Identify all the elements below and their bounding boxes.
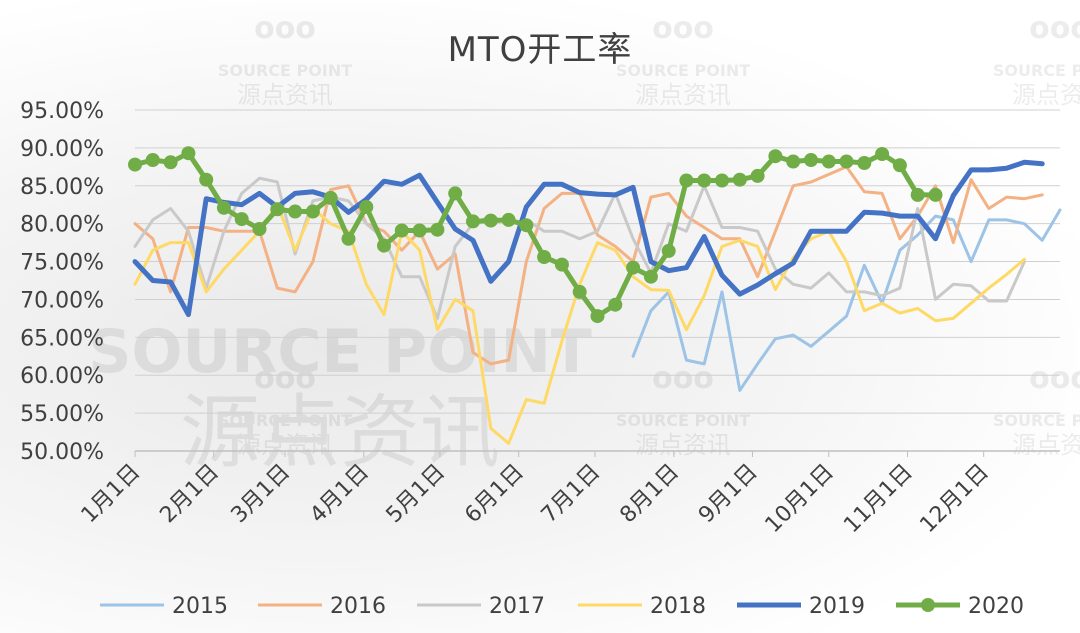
data-point-2020 [359,200,374,214]
watermark-brand-en-large: SOURCE POINT [88,317,592,387]
data-point-2020 [234,212,249,227]
data-point-2020 [857,156,872,170]
y-tick-label: 55.00% [20,402,104,427]
x-tick-label: 7月1日 [537,460,606,529]
data-point-2020 [768,149,783,164]
legend-marker-2020 [921,598,935,612]
data-point-2020 [661,243,676,258]
watermark-logo: ooo [254,361,316,396]
data-point-2020 [821,154,836,169]
series-line-2019 [132,159,1045,318]
watermark-brand-en: SOURCE POINT [993,411,1080,430]
watermark-brand-en: SOURCE POINT [993,61,1080,80]
data-point-2020 [519,218,534,233]
y-tick-label: 85.00% [20,175,104,200]
watermark-brand-en: SOURCE POINT [218,411,352,430]
data-point-2020 [786,154,801,169]
data-point-2020 [572,284,587,299]
x-tick-label: 9月1日 [694,460,763,529]
legend: 2015 2016 2017 2018 2019 2020 [100,594,1024,619]
data-point-2020 [412,223,427,238]
data-point-2020 [323,190,338,205]
data-point-2020 [128,157,142,172]
data-point-2020 [554,257,569,272]
watermark-logo: ooo [652,361,714,396]
watermark-logo: ooo [1029,11,1080,46]
watermark-brand-cn: 源点资讯 [237,81,333,109]
data-point-2020 [804,153,818,167]
series-line-2015 [631,208,1062,392]
data-point-2020 [483,213,498,228]
data-point-2020 [626,260,641,275]
legend-label-2020: 2020 [968,594,1024,619]
watermark-logo: ooo [1029,361,1080,396]
data-point-2020 [910,187,925,202]
watermark-logo: ooo [652,11,714,46]
series-group [128,146,1062,445]
x-tick-label: 1月1日 [77,460,146,529]
chart-title: MTO开工率 [447,30,633,70]
watermark-brand-cn: 源点资讯 [1012,431,1080,459]
data-point-2020 [875,147,890,161]
data-point-2020 [466,214,480,229]
data-point-2020 [341,231,356,246]
watermark-brand-cn: 源点资讯 [635,81,731,109]
data-point-2020 [288,204,303,219]
watermark-brand-cn: 源点资讯 [1012,81,1080,109]
data-point-2020 [732,172,747,187]
data-point-2020 [305,204,320,219]
data-point-2020 [679,173,694,188]
data-point-2020 [928,187,943,202]
data-point-2020 [892,158,907,173]
data-point-2020 [750,168,765,183]
data-point-2020 [430,222,445,237]
legend-label-2016: 2016 [330,594,386,619]
x-tick-label: 11月1日 [839,460,917,538]
watermark-brand-cn-large: 源点资讯 [180,386,500,479]
series-line-2020 [132,150,938,319]
data-point-2020 [715,173,729,188]
data-point-2020 [252,222,267,236]
data-point-2020 [199,172,214,187]
x-tick-label: 12月1日 [915,460,993,538]
data-point-2020 [145,153,160,167]
data-point-2020 [537,250,552,264]
x-tick-label: 10月1日 [761,460,839,538]
y-tick-label: 60.00% [20,364,104,389]
y-tick-label: 70.00% [20,288,104,313]
y-tick-label: 50.00% [20,440,104,465]
data-point-2020 [163,155,178,170]
legend-label-2015: 2015 [172,594,228,619]
data-point-2020 [590,309,605,324]
data-point-2020 [181,146,196,161]
data-point-2020 [270,202,285,217]
data-point-2020 [448,186,463,201]
series-line-2018 [133,203,1026,445]
watermark-brand-en: SOURCE POINT [218,61,352,80]
y-tick-label: 95.00% [20,99,104,124]
legend-label-2017: 2017 [489,594,545,619]
legend-label-2018: 2018 [650,594,706,619]
data-point-2020 [608,297,623,312]
legend-label-2019: 2019 [809,594,865,619]
data-point-2020 [216,200,231,215]
y-tick-label: 80.00% [20,213,104,238]
y-tick-label: 75.00% [20,251,104,276]
watermark-brand-en: SOURCE POINT [616,61,750,80]
data-point-2020 [394,223,409,238]
y-tick-label: 65.00% [20,326,104,351]
data-point-2020 [501,212,516,227]
data-point-2020 [697,173,712,188]
x-tick-label: 8月1日 [615,460,684,529]
data-point-2020 [839,154,854,169]
y-tick-label: 90.00% [20,137,104,162]
watermark-brand-en: SOURCE POINT [616,411,750,430]
watermark-brand-cn: 源点资讯 [635,431,731,459]
data-point-2020 [377,238,391,253]
watermark-logo: ooo [254,11,316,46]
data-point-2020 [643,269,658,284]
